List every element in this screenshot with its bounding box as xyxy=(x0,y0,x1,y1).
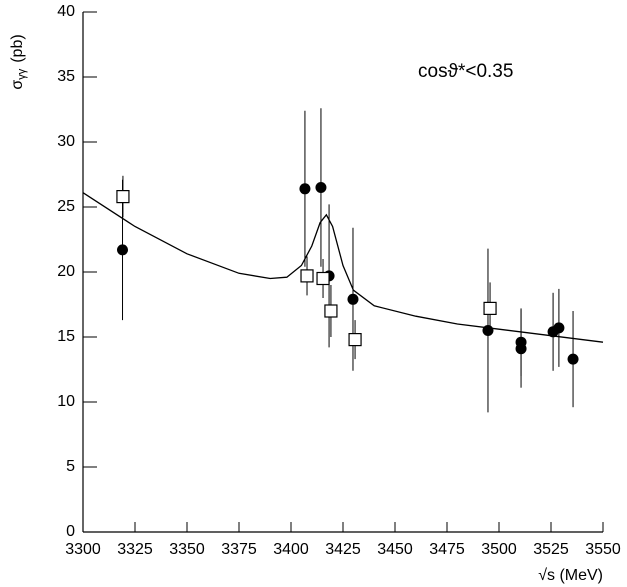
x-axis-label: √s (MeV) xyxy=(538,567,603,584)
y-tick-label: 10 xyxy=(57,393,75,410)
x-tick-label: 3400 xyxy=(273,541,309,558)
point xyxy=(117,244,129,256)
fit-curve xyxy=(82,192,604,343)
y-tick-label: 0 xyxy=(66,523,75,540)
point xyxy=(315,182,327,193)
y-tick-label: 25 xyxy=(57,198,75,215)
point xyxy=(299,183,311,195)
y-tick-label: 5 xyxy=(66,458,75,475)
y-tick-label: 40 xyxy=(57,3,75,20)
point xyxy=(116,190,130,204)
x-tick-label: 3450 xyxy=(377,541,413,558)
point xyxy=(324,304,338,318)
x-tick-label: 3475 xyxy=(429,541,465,558)
y-tick-label: 20 xyxy=(57,263,75,280)
y-label-subscript: γγ xyxy=(16,68,28,80)
point xyxy=(553,322,565,334)
point xyxy=(316,271,330,286)
annotation: cosϑ*<0.35 xyxy=(418,61,513,82)
x-tick-label: 3300 xyxy=(65,541,101,558)
x-tick-label: 3325 xyxy=(117,541,153,558)
point xyxy=(567,353,579,365)
x-tick-label: 3350 xyxy=(169,541,205,558)
y-axis-label: σγγ (pb) xyxy=(9,34,28,89)
y-tick-label: 35 xyxy=(57,68,75,85)
point xyxy=(483,301,497,315)
x-tick-label: 3375 xyxy=(221,541,257,558)
point xyxy=(515,343,527,355)
x-tick-label: 3550 xyxy=(585,541,621,558)
point xyxy=(347,293,359,305)
y-tick-label: 30 xyxy=(57,133,75,150)
point xyxy=(482,325,494,336)
point xyxy=(300,269,314,283)
point xyxy=(348,333,362,347)
y-label-unit: (pb) xyxy=(9,34,26,62)
y-label-symbol: σ xyxy=(9,80,26,90)
x-tick-label: 3500 xyxy=(481,541,517,558)
y-tick-label: 15 xyxy=(57,328,75,345)
x-tick-label: 3425 xyxy=(325,541,361,558)
x-tick-label: 3525 xyxy=(533,541,569,558)
